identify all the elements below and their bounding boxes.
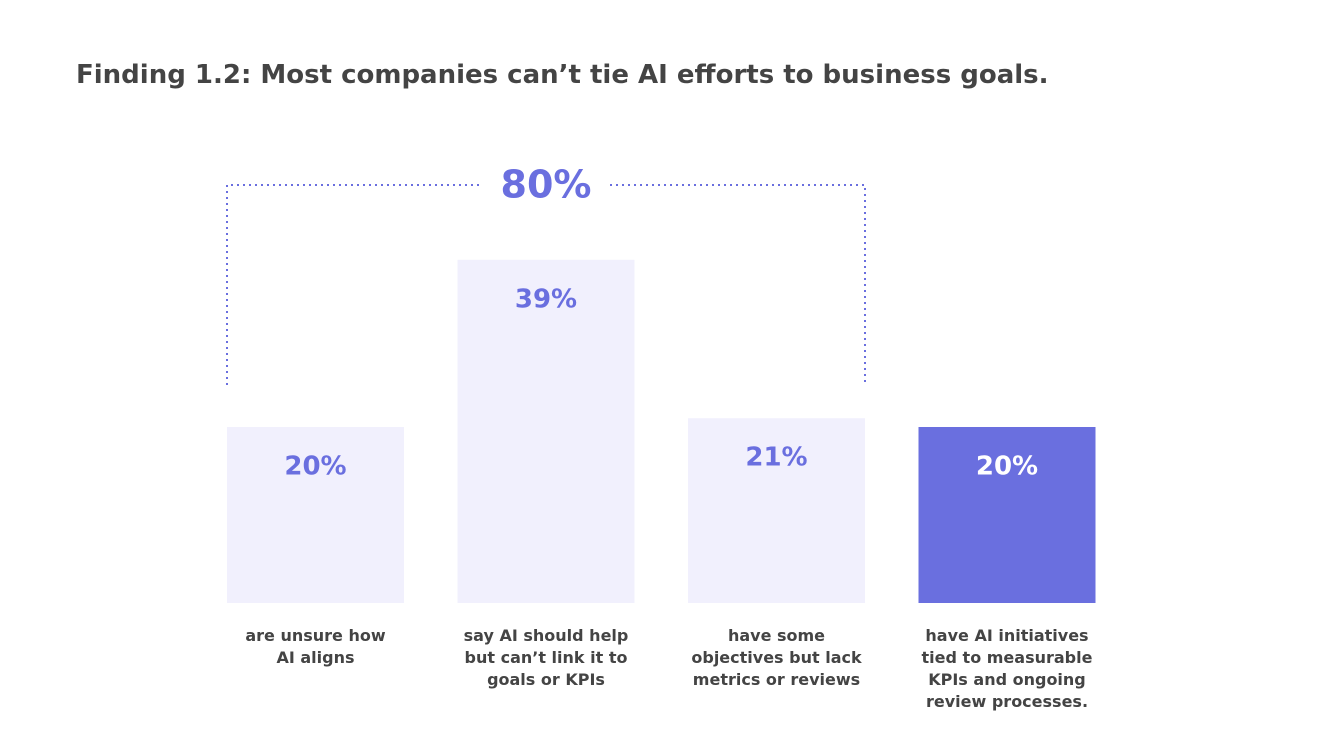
category-label: are unsure how AI aligns	[245, 626, 386, 667]
category-label: have some objectives but lack metrics or…	[691, 626, 862, 689]
bar	[688, 418, 865, 603]
category-label: say AI should help but can’t link it to …	[463, 626, 629, 689]
bar	[457, 259, 635, 603]
annotation: 80%	[501, 163, 592, 207]
chart-title: Finding 1.2: Most companies can’t tie AI…	[76, 60, 1049, 90]
data-label: 20%	[976, 452, 1038, 482]
category-label: have AI initiatives tied to measurable K…	[921, 626, 1093, 711]
bar	[918, 427, 1096, 603]
data-label: 21%	[745, 443, 807, 473]
data-label: 20%	[284, 452, 346, 482]
bracket	[226, 184, 866, 385]
bar	[227, 427, 404, 603]
data-label: 39%	[515, 284, 577, 314]
